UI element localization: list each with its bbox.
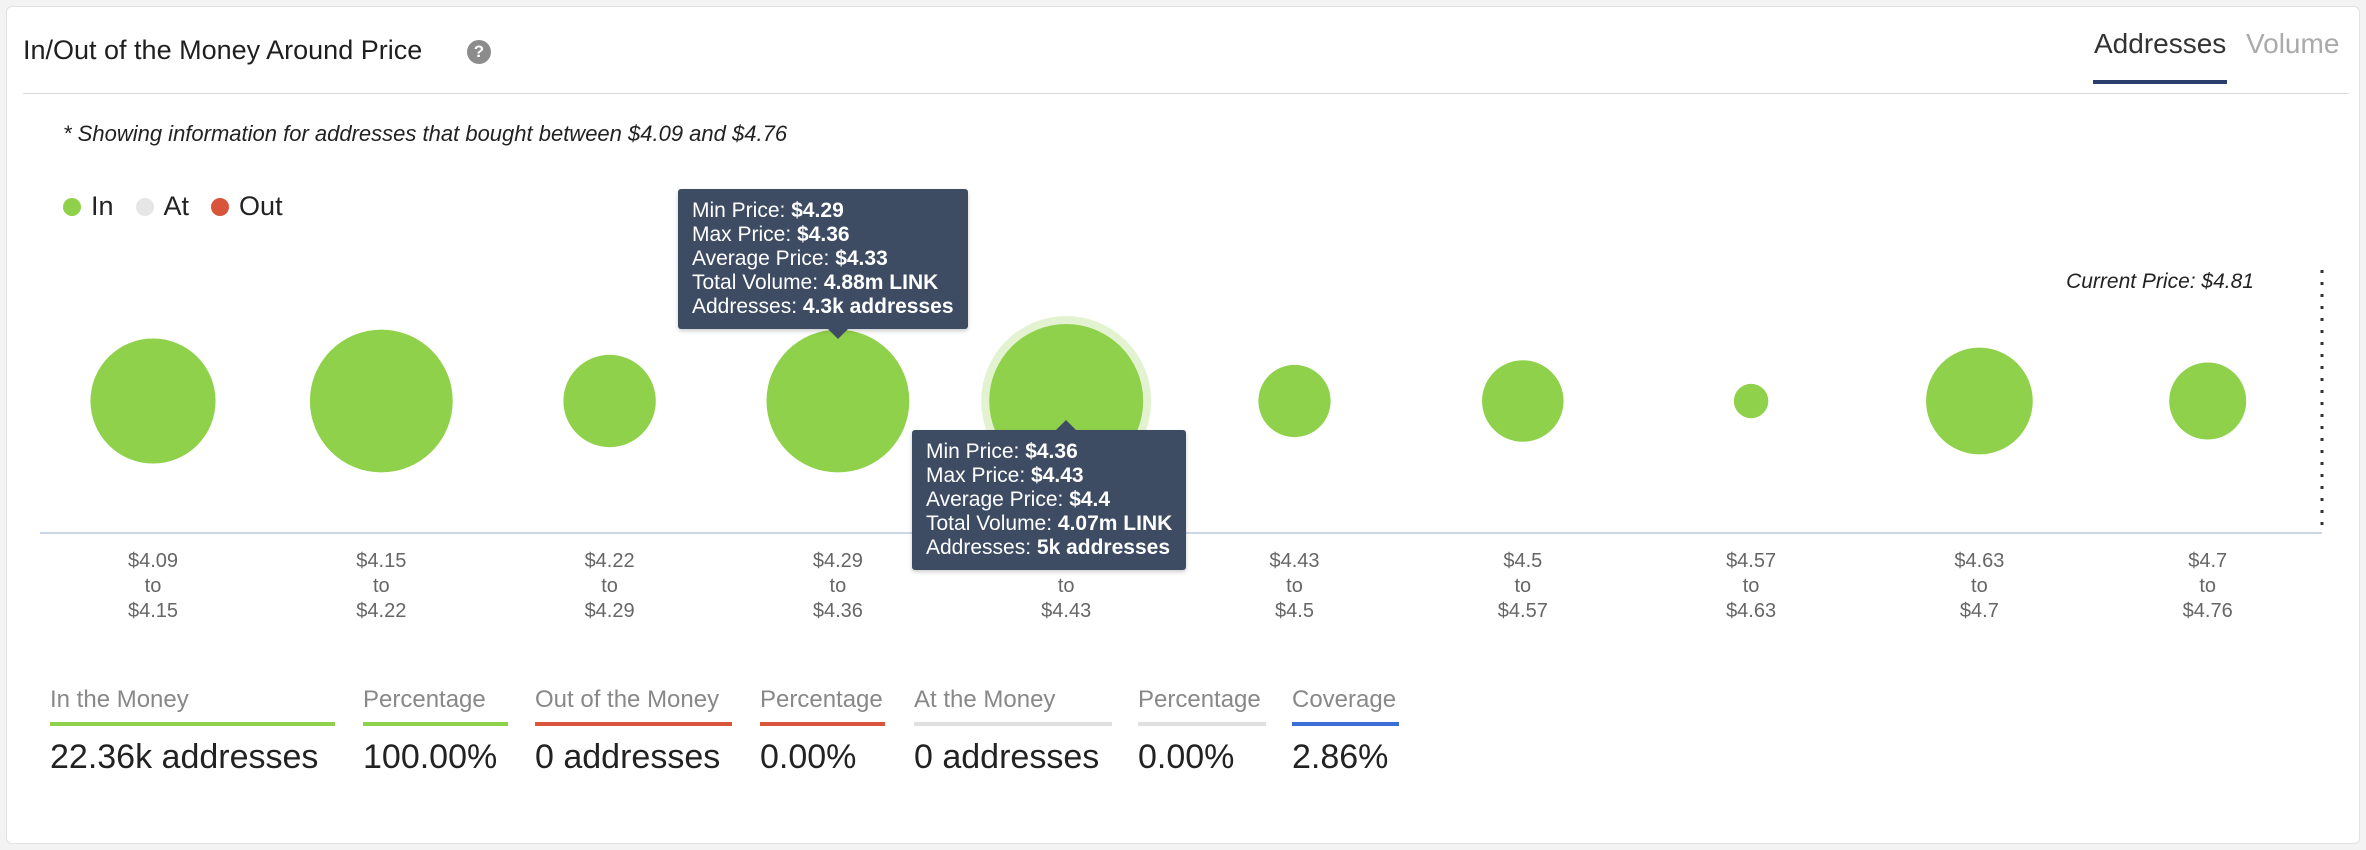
- stat-value: 100.00%: [363, 738, 498, 776]
- x-tick-label: $4.5: [1275, 600, 1314, 622]
- stat-label: Percentage: [760, 686, 883, 713]
- legend-at-label: At: [163, 191, 190, 221]
- stat-color-bar: [914, 722, 1112, 726]
- x-tick-label: $4.15: [356, 550, 406, 572]
- stat-at-percentage: Percentage 0.00%: [1138, 686, 1266, 777]
- x-tick-label: $4.7: [2188, 550, 2227, 572]
- stat-label: Out of the Money: [535, 686, 720, 713]
- bubble-0[interactable]: [90, 338, 216, 464]
- stat-label: Percentage: [363, 686, 486, 713]
- x-tick-label: to: [373, 575, 390, 597]
- stat-color-bar: [535, 722, 732, 726]
- stat-label: Percentage: [1138, 686, 1261, 713]
- header-divider: [23, 93, 2349, 94]
- tooltip-row: Total Volume: 4.88m LINK: [692, 271, 939, 294]
- stat-color-bar: [1138, 722, 1266, 726]
- x-tick-label: to: [1971, 575, 1988, 597]
- tooltip-bin-4.36: Min Price: $4.36 Max Price: $4.43 Averag…: [912, 420, 1187, 570]
- chart-legend: In At Out: [63, 191, 283, 222]
- bubble-3[interactable]: [766, 329, 910, 473]
- stat-label: Coverage: [1292, 686, 1397, 713]
- legend-out-dot: [211, 197, 230, 216]
- x-tick-label: $4.43: [1269, 550, 1319, 572]
- tooltip-row: Addresses: 4.3k addresses: [692, 295, 954, 318]
- page-title: In/Out of the Money Around Price: [23, 35, 423, 65]
- legend-item-in[interactable]: In: [63, 191, 114, 222]
- x-tick-label: to: [1743, 575, 1760, 597]
- stat-coverage: Coverage 2.86%: [1292, 686, 1399, 777]
- tab-addresses-underline: [2093, 80, 2227, 84]
- x-tick-label: $4.15: [128, 600, 178, 622]
- legend-at-dot: [135, 197, 154, 216]
- tooltip-row: Max Price: $4.36: [692, 223, 850, 246]
- stat-color-bar: [50, 722, 335, 726]
- x-tick-label: to: [830, 575, 847, 597]
- x-tick-label: to: [601, 575, 618, 597]
- stat-value: 0.00%: [1138, 738, 1235, 776]
- x-tick-label: $4.57: [1498, 600, 1548, 622]
- stat-at-the-money: At the Money 0 addresses: [914, 686, 1112, 777]
- tooltip-row: Total Volume: 4.07m LINK: [926, 512, 1173, 535]
- question-circle-icon[interactable]: ?: [467, 40, 491, 64]
- current-price-label: Current Price: $4.81: [2066, 270, 2254, 293]
- x-tick-label: $4.57: [1726, 550, 1776, 572]
- x-tick-label: to: [1058, 575, 1075, 597]
- stat-value: 2.86%: [1292, 738, 1389, 776]
- stat-label: At the Money: [914, 686, 1056, 713]
- tooltip-arrow: [1056, 420, 1076, 430]
- legend-in-dot: [63, 197, 81, 216]
- tab-volume[interactable]: Volume: [2246, 28, 2340, 59]
- stat-in-percentage: Percentage 100.00%: [363, 686, 508, 777]
- stat-in-the-money: In the Money 22.36k addresses: [50, 686, 335, 777]
- stat-color-bar: [760, 722, 885, 726]
- x-tick-label: $4.7: [1960, 600, 1999, 622]
- bubble-6[interactable]: [1482, 360, 1564, 442]
- legend-item-out[interactable]: Out: [211, 191, 283, 222]
- stat-label: In the Money: [50, 686, 189, 713]
- x-tick-label: $4.22: [585, 550, 635, 572]
- stat-color-bar: [1292, 722, 1399, 726]
- x-tick-label: $4.43: [1041, 600, 1091, 622]
- tooltip-arrow: [828, 329, 848, 339]
- x-tick-label: $4.63: [1954, 550, 2004, 572]
- x-tick-label: to: [1286, 575, 1303, 597]
- stat-out-percentage: Percentage 0.00%: [760, 686, 885, 777]
- tab-addresses[interactable]: Addresses: [2094, 28, 2227, 59]
- bubble-7[interactable]: [1733, 383, 1769, 419]
- tooltip-row: Min Price: $4.29: [692, 199, 844, 222]
- x-tick-label: to: [1514, 575, 1531, 597]
- stat-color-bar: [363, 722, 508, 726]
- bubble-8[interactable]: [1926, 347, 2033, 455]
- tooltip-bin-4.29: Min Price: $4.29 Max Price: $4.36 Averag…: [678, 189, 968, 339]
- stat-value: 0 addresses: [914, 738, 1100, 776]
- x-tick-label: $4.63: [1726, 600, 1776, 622]
- x-tick-label: $4.09: [128, 550, 178, 572]
- stat-value: 0 addresses: [535, 738, 721, 776]
- legend-item-at[interactable]: At: [135, 191, 190, 222]
- bubble-5[interactable]: [1258, 364, 1331, 438]
- x-tick-label: $4.29: [813, 550, 863, 572]
- tooltip-row: Average Price: $4.4: [926, 488, 1111, 511]
- bubble-9[interactable]: [2169, 362, 2247, 440]
- bubble-1[interactable]: [309, 329, 453, 473]
- x-tick-label: $4.36: [813, 600, 863, 622]
- range-note: * Showing information for addresses that…: [63, 121, 788, 146]
- tooltip-row: Max Price: $4.43: [926, 464, 1084, 487]
- tooltip-row: Average Price: $4.33: [692, 247, 888, 270]
- x-tick-label: $4.29: [585, 600, 635, 622]
- tooltip-row: Min Price: $4.36: [926, 440, 1078, 463]
- stat-value: 22.36k addresses: [50, 738, 319, 776]
- stat-value: 0.00%: [760, 738, 857, 776]
- legend-out-label: Out: [239, 191, 283, 221]
- x-tick-label: $4.22: [356, 600, 406, 622]
- bubble-2[interactable]: [563, 354, 656, 448]
- x-tick-label: $4.5: [1503, 550, 1542, 572]
- x-tick-label: to: [2199, 575, 2216, 597]
- stat-out-of-the-money: Out of the Money 0 addresses: [535, 686, 732, 777]
- legend-in-label: In: [91, 191, 114, 221]
- tooltip-row: Addresses: 5k addresses: [926, 536, 1171, 559]
- x-tick-label: $4.76: [2183, 600, 2233, 622]
- x-tick-label: to: [145, 575, 162, 597]
